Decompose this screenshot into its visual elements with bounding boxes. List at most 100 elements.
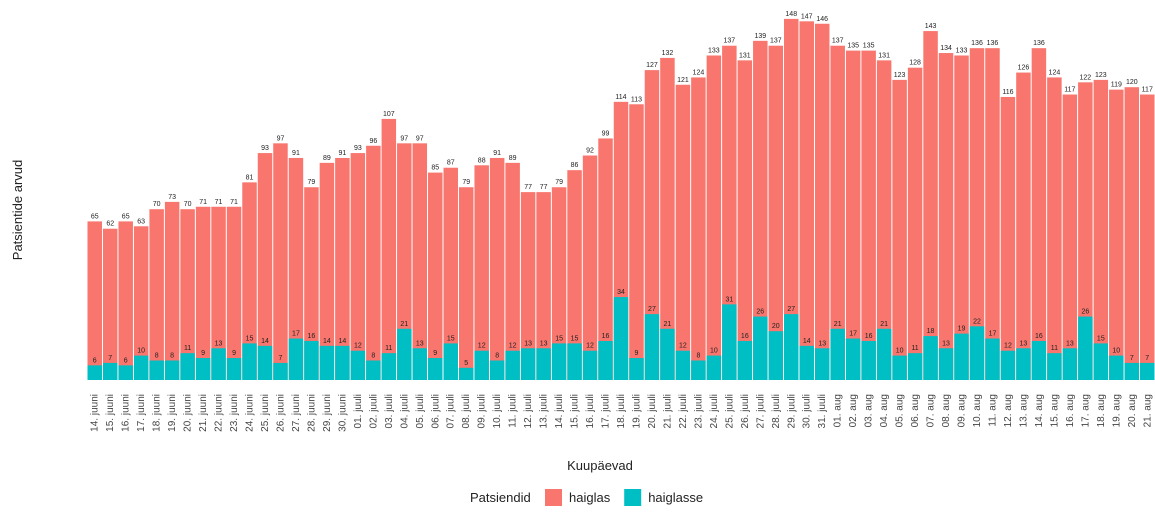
bar (722, 304, 737, 380)
bar (1000, 350, 1016, 380)
value-label: 16 (602, 333, 610, 340)
value-label: 132 (662, 50, 674, 57)
x-tick-label: 16. juuli (585, 394, 596, 428)
x-tick-label: 30. juuni (337, 394, 348, 432)
value-label: 113 (631, 96, 642, 103)
x-tick-label: 08. aug (941, 394, 952, 427)
bar (660, 57, 675, 381)
value-label: 12 (586, 343, 594, 350)
value-label: 137 (724, 38, 736, 45)
bar (551, 343, 567, 380)
value-label: 70 (184, 201, 192, 208)
value-label: 8 (495, 352, 499, 359)
value-label: 21 (834, 321, 842, 328)
value-label: 11 (385, 345, 392, 352)
bar (288, 157, 304, 380)
x-tick-label: 28. juuni (306, 394, 317, 432)
value-label: 17 (989, 331, 997, 338)
bar (428, 172, 443, 380)
bar (412, 348, 428, 380)
value-label: 134 (940, 45, 952, 52)
x-tick-label: 05. aug (895, 394, 906, 427)
x-tick-label: 24. juuli (709, 394, 720, 428)
x-tick-label: 18. juuni (152, 394, 163, 432)
value-label: 117 (1142, 87, 1153, 94)
value-label: 13 (524, 340, 532, 347)
x-tick-label: 07. aug (926, 394, 937, 427)
value-label: 96 (369, 138, 377, 145)
value-label: 135 (847, 43, 859, 50)
bar (660, 328, 675, 380)
value-label: 13 (1020, 340, 1028, 347)
value-label: 14 (261, 338, 269, 345)
value-label: 131 (739, 52, 751, 59)
value-label: 143 (925, 23, 937, 30)
bar (366, 360, 381, 380)
x-tick-label: 12. juuli (523, 394, 534, 428)
value-label: 18 (927, 328, 935, 335)
value-label: 5 (464, 360, 468, 367)
value-label: 7 (279, 355, 283, 362)
x-tick-label: 13. juuli (539, 394, 550, 428)
bar (474, 165, 489, 380)
bar (257, 345, 273, 380)
value-label: 27 (787, 306, 795, 313)
value-label: 7 (1130, 355, 1134, 362)
value-label: 13 (540, 340, 548, 347)
value-label: 91 (338, 150, 346, 157)
x-tick-label: 08. juuli (461, 394, 472, 428)
legend-swatch (624, 489, 642, 506)
value-label: 87 (447, 160, 455, 167)
x-axis-title: Kuupäevad (567, 458, 633, 473)
x-tick-label: 22. juuli (678, 394, 689, 428)
value-label: 26 (1081, 309, 1089, 316)
value-label: 9 (433, 350, 437, 357)
value-label: 147 (801, 13, 813, 20)
x-tick-label: 29. juuni (322, 394, 333, 432)
bar (381, 353, 397, 380)
value-label: 15 (447, 335, 455, 342)
value-label: 8 (371, 352, 375, 359)
bar (381, 118, 397, 381)
bar (845, 338, 861, 380)
value-label: 135 (863, 43, 875, 50)
bar (1062, 94, 1078, 381)
value-label: 11 (184, 345, 191, 352)
value-label: 14 (338, 338, 346, 345)
x-tick-label: 02. juuli (368, 394, 379, 428)
bar (691, 77, 706, 380)
bar (969, 48, 985, 380)
x-tick-label: 02. aug (848, 394, 859, 427)
value-label: 13 (1066, 340, 1074, 347)
bar (845, 50, 861, 380)
value-label: 79 (555, 179, 563, 186)
bar (830, 328, 845, 380)
bar (799, 21, 814, 380)
value-label: 11 (1051, 345, 1058, 352)
bar (149, 360, 164, 380)
bar (644, 70, 660, 381)
value-label: 91 (292, 150, 300, 157)
bar (443, 167, 458, 380)
bar (1000, 96, 1016, 381)
bar (923, 336, 938, 380)
bar (691, 360, 706, 380)
bar (350, 350, 366, 380)
value-label: 7 (1145, 355, 1149, 362)
value-label: 9 (635, 350, 639, 357)
bar (1062, 348, 1078, 380)
value-label: 99 (602, 130, 610, 137)
value-label: 65 (122, 213, 130, 220)
x-tick-label: 04. juuli (399, 394, 410, 428)
value-label: 136 (971, 40, 983, 47)
value-label: 14 (803, 338, 811, 345)
value-label: 34 (617, 289, 625, 296)
value-label: 10 (710, 348, 718, 355)
x-tick-label: 04. aug (879, 394, 890, 427)
bar (335, 345, 350, 380)
value-label: 121 (677, 77, 689, 84)
bar (598, 138, 613, 380)
value-label: 17 (292, 331, 300, 338)
bar (397, 328, 412, 380)
x-tick-label: 26. juuli (740, 394, 751, 428)
